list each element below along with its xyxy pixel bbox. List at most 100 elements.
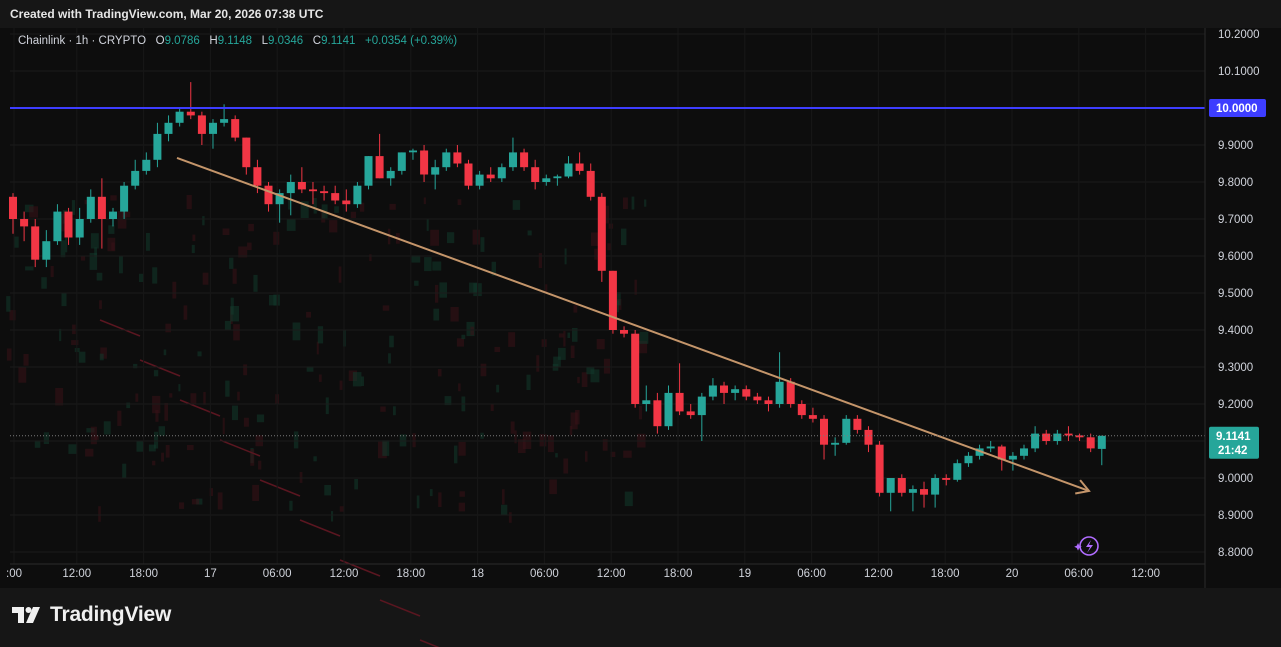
tradingview-logo[interactable]: TradingView [12,603,171,627]
candle[interactable] [920,481,928,508]
candle[interactable] [520,148,529,171]
candle[interactable] [764,396,773,412]
candle[interactable] [531,159,540,190]
candle[interactable] [264,182,273,212]
candle[interactable] [342,189,351,212]
candle[interactable] [53,204,62,245]
candle[interactable] [620,326,628,338]
candle[interactable] [420,145,429,182]
candle[interactable] [1031,426,1040,453]
candle[interactable] [20,211,29,242]
candle[interactable] [297,167,306,194]
candle[interactable] [9,193,17,234]
candle[interactable] [564,156,573,179]
candle[interactable] [164,115,173,142]
candle[interactable] [109,207,117,227]
candle[interactable] [753,392,762,404]
candle[interactable] [1086,433,1095,453]
candle[interactable] [209,119,217,149]
candle[interactable] [131,159,140,190]
candle[interactable] [431,159,440,190]
candle[interactable] [386,167,395,186]
candle[interactable] [708,378,717,401]
candle[interactable] [1020,444,1028,460]
candle[interactable] [631,330,640,408]
candle[interactable] [964,452,973,467]
candle[interactable] [942,474,951,486]
candle[interactable] [86,189,95,223]
candle[interactable] [997,444,1006,471]
candle[interactable] [186,82,195,120]
candle[interactable] [953,459,962,482]
candle[interactable] [120,182,129,219]
candle[interactable] [1053,429,1062,445]
candle[interactable] [453,145,462,168]
candle[interactable] [397,152,406,175]
candle[interactable] [475,170,484,190]
candle[interactable] [331,185,340,205]
candle[interactable] [153,122,162,168]
candle[interactable] [409,148,417,160]
candle[interactable] [309,182,317,205]
candle[interactable] [1042,429,1051,445]
candle[interactable] [686,404,695,419]
chart-legend[interactable]: Chainlink · 1h · CRYPTO O9.0786 H9.1148 … [18,35,457,47]
candle[interactable] [286,174,295,216]
candle[interactable] [375,133,384,179]
candle[interactable] [831,437,840,456]
candle[interactable] [1008,452,1017,471]
candle[interactable] [842,415,851,445]
candle[interactable] [931,474,940,508]
candle[interactable] [675,363,684,416]
candle[interactable] [720,381,728,404]
candle[interactable] [853,415,862,434]
candle[interactable] [775,352,784,408]
candle[interactable] [64,207,73,245]
legend-symbol[interactable]: Chainlink · 1h · CRYPTO [18,35,147,47]
candle[interactable] [231,115,240,142]
candle[interactable] [986,441,995,453]
candle[interactable] [608,270,617,334]
candle[interactable] [875,441,884,497]
candle[interactable] [597,193,606,282]
candle[interactable] [653,392,662,434]
candle[interactable] [975,444,984,460]
candle[interactable] [820,415,828,460]
candle[interactable] [1075,433,1084,441]
candle[interactable] [42,230,51,268]
candle[interactable] [442,148,451,171]
candle[interactable] [97,178,106,249]
candle[interactable] [542,174,551,186]
candle[interactable] [197,111,206,145]
candle[interactable] [1064,426,1073,441]
candle[interactable] [75,207,84,245]
candle[interactable] [575,152,584,175]
candle[interactable] [586,163,595,201]
candle[interactable] [242,137,251,175]
candle[interactable] [642,385,651,412]
candle[interactable] [797,400,806,419]
candle[interactable] [731,385,740,401]
candle[interactable] [175,108,184,127]
candle[interactable] [897,474,906,497]
candle[interactable] [31,219,40,268]
time-axis[interactable]: :00 12:00 18:00 17 06:00 12:00 18:00 18 06:00 12:… [6,563,1205,580]
candle[interactable] [553,174,562,186]
candle[interactable] [464,159,473,190]
candle[interactable] [364,156,373,190]
candle[interactable] [320,185,329,201]
candle[interactable] [864,426,873,453]
candle[interactable] [886,478,895,512]
candle[interactable] [486,167,495,182]
candle[interactable] [509,137,517,171]
candle[interactable] [1097,435,1106,466]
sparkle-icon[interactable] [1074,536,1099,556]
candle[interactable] [142,152,151,175]
candle[interactable] [697,392,706,441]
candle[interactable] [742,385,751,401]
candle[interactable] [908,485,917,512]
candle[interactable] [808,407,817,423]
candle[interactable] [497,163,506,183]
candle[interactable] [664,385,673,430]
